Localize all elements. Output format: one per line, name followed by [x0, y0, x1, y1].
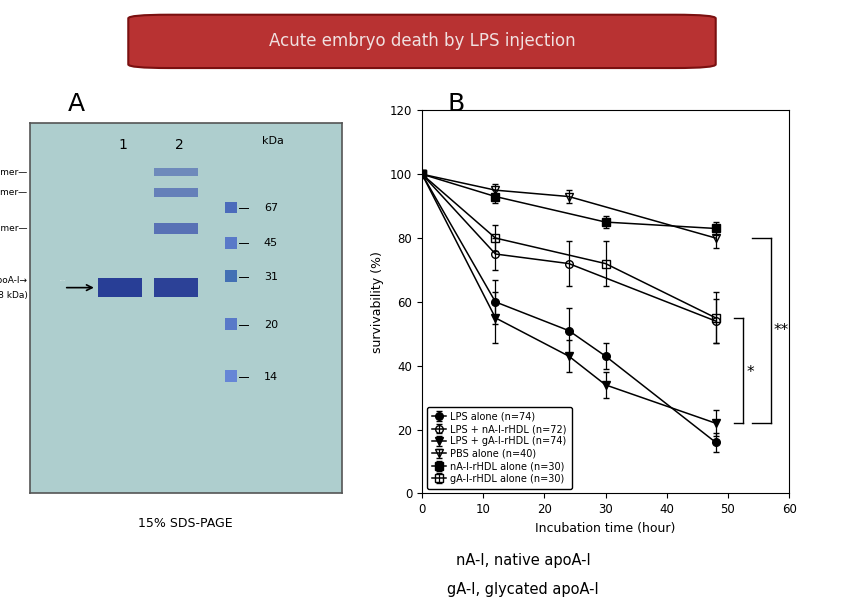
Text: 15% SDS-PAGE: 15% SDS-PAGE [138, 517, 233, 530]
Y-axis label: survivability (%): survivability (%) [371, 251, 384, 353]
Text: **: ** [774, 323, 789, 338]
Bar [154, 278, 198, 297]
Text: gA-I, glycated apoA-I: gA-I, glycated apoA-I [447, 582, 599, 597]
Text: apoA-I→: apoA-I→ [0, 276, 28, 284]
Text: 20: 20 [264, 320, 278, 330]
Bar [154, 168, 198, 177]
Text: 45: 45 [264, 238, 278, 248]
Text: 31: 31 [264, 272, 278, 281]
Text: dimer—: dimer— [0, 224, 28, 233]
Bar [98, 278, 142, 297]
Text: Acute embryo death by LPS injection: Acute embryo death by LPS injection [268, 32, 576, 50]
Bar [225, 370, 237, 383]
Text: 14: 14 [264, 371, 278, 382]
Bar [154, 223, 198, 234]
Text: 67: 67 [264, 203, 278, 213]
Text: (28 kDa): (28 kDa) [0, 291, 28, 300]
Text: *: * [746, 365, 754, 379]
Text: kDa: kDa [262, 136, 284, 146]
Text: 1: 1 [119, 138, 127, 152]
Text: 2: 2 [175, 138, 184, 152]
Legend: LPS alone (n=74), LPS + nA-I-rHDL (n=72), LPS + gA-I-rHDL (n=74), PBS alone (n=4: LPS alone (n=74), LPS + nA-I-rHDL (n=72)… [427, 407, 571, 489]
X-axis label: Incubation time (hour): Incubation time (hour) [535, 522, 676, 535]
FancyBboxPatch shape [128, 15, 716, 68]
Bar [225, 237, 237, 249]
Text: B: B [447, 92, 464, 116]
Bar [225, 318, 237, 330]
Bar [154, 188, 198, 197]
Bar [225, 202, 237, 213]
Text: trimer—: trimer— [0, 188, 28, 197]
Text: tetramer—: tetramer— [0, 168, 28, 177]
Text: nA-I, native apoA-I: nA-I, native apoA-I [456, 554, 591, 568]
Text: apoA-I→: apoA-I→ [60, 280, 65, 281]
Text: A: A [68, 92, 84, 116]
Bar [225, 270, 237, 282]
